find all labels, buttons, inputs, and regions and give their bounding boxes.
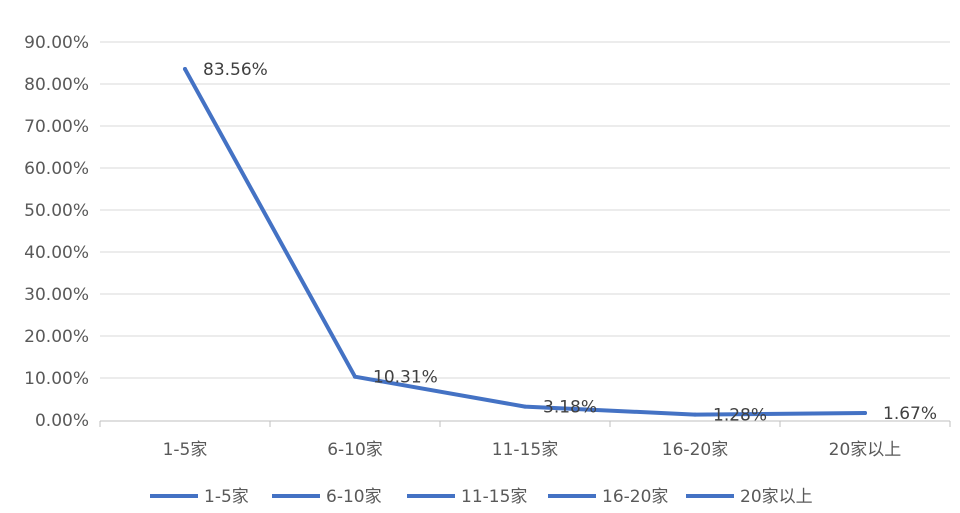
- series-line: [183, 67, 867, 417]
- legend-entry-label: 20家以上: [740, 487, 813, 507]
- x-tick-label: 11-15家: [492, 440, 558, 460]
- data-labels: 83.56% 10.31% 3.18% 1.28% 1.67%: [203, 60, 937, 426]
- data-label: 1.67%: [883, 404, 937, 424]
- x-tick-label: 6-10家: [327, 440, 383, 460]
- x-axis: [99, 420, 951, 427]
- y-tick-label: 30.00%: [24, 285, 89, 305]
- x-axis-tick-labels: 1-5家 6-10家 11-15家 16-20家 20家以上: [163, 440, 902, 460]
- y-axis-tick-labels: 0.00% 10.00% 20.00% 30.00% 40.00% 50.00% 60.00…: [24, 33, 89, 431]
- legend-entry-label: 6-10家: [326, 487, 382, 507]
- data-point: [523, 404, 527, 409]
- y-tick-label: 60.00%: [24, 159, 89, 179]
- legend-entry-label: 11-15家: [461, 487, 527, 507]
- gridlines: [100, 41, 950, 379]
- data-point: [863, 410, 867, 415]
- y-tick-label: 70.00%: [24, 117, 89, 137]
- x-tick-label: 20家以上: [829, 440, 902, 460]
- x-tick-label: 16-20家: [662, 440, 728, 460]
- data-point: [183, 67, 187, 72]
- y-tick-label: 50.00%: [24, 201, 89, 221]
- y-tick-label: 40.00%: [24, 243, 89, 263]
- x-tick-label: 1-5家: [163, 440, 208, 460]
- data-point: [353, 374, 357, 379]
- y-tick-label: 0.00%: [35, 411, 89, 431]
- series-layer: [183, 67, 867, 417]
- data-label: 10.31%: [373, 368, 438, 388]
- data-label: 1.28%: [713, 406, 767, 426]
- y-tick-label: 20.00%: [24, 327, 89, 347]
- legend-entry-label: 1-5家: [204, 487, 249, 507]
- y-tick-label: 90.00%: [24, 33, 89, 53]
- legend-entry-label: 16-20家: [602, 487, 668, 507]
- data-label: 3.18%: [543, 398, 597, 418]
- data-point: [693, 412, 697, 417]
- legend: 1-5家 6-10家 11-15家 16-20家 20家以上: [150, 487, 813, 507]
- y-tick-label: 10.00%: [24, 369, 89, 389]
- y-tick-label: 80.00%: [24, 75, 89, 95]
- data-label: 83.56%: [203, 60, 268, 80]
